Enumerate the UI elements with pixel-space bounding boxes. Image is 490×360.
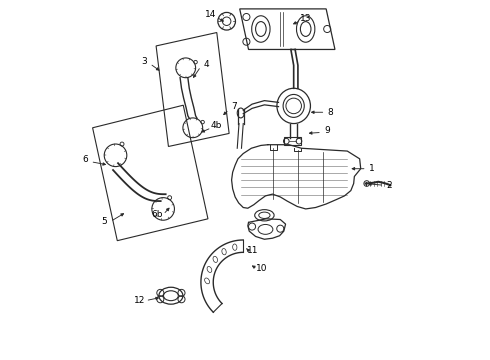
Text: 2: 2 bbox=[387, 181, 392, 190]
Text: 11: 11 bbox=[247, 246, 259, 255]
Text: 8: 8 bbox=[327, 108, 333, 117]
Text: 9: 9 bbox=[324, 126, 330, 135]
Text: 6: 6 bbox=[82, 156, 88, 165]
Text: 4: 4 bbox=[203, 60, 209, 69]
Text: 1: 1 bbox=[369, 164, 375, 173]
Text: 14: 14 bbox=[205, 10, 217, 19]
Text: 10: 10 bbox=[256, 264, 268, 273]
Text: 4b: 4b bbox=[210, 121, 222, 130]
Text: 3: 3 bbox=[142, 57, 147, 66]
Text: 13: 13 bbox=[300, 14, 312, 23]
Text: 12: 12 bbox=[134, 296, 146, 305]
Text: 7: 7 bbox=[231, 103, 237, 112]
Text: 5: 5 bbox=[101, 217, 107, 226]
Text: 6b: 6b bbox=[152, 210, 163, 219]
